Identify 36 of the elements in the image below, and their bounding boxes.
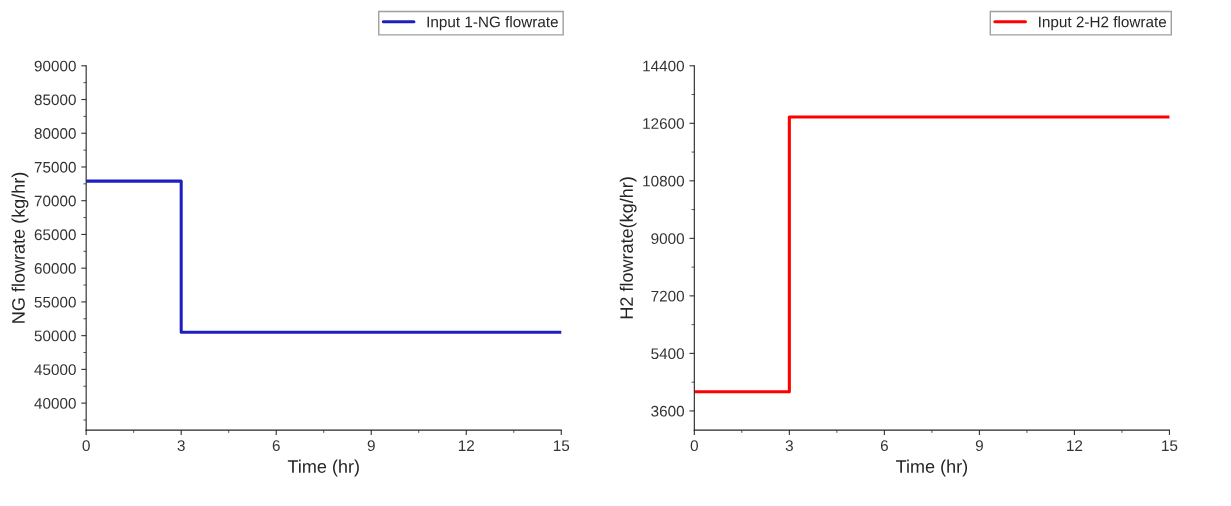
y-tick-label: 70000: [34, 195, 76, 207]
x-tick-label: 12: [1067, 440, 1083, 451]
y-tick-label: 9000: [651, 233, 685, 245]
y-tick-label: 45000: [34, 364, 76, 376]
x-tick-label: 9: [975, 440, 983, 452]
x-axis-title: Time (hr): [896, 459, 968, 477]
y-tick-label: 65000: [34, 229, 76, 241]
y-tick-label: 10800: [643, 175, 685, 187]
y-tick-label: 85000: [34, 94, 76, 106]
x-tick-label: 15: [553, 440, 570, 452]
y-tick-label: 60000: [34, 263, 76, 274]
y-tick-label: 5400: [651, 348, 685, 360]
x-tick-label: 15: [1162, 440, 1178, 452]
y-tick-label: 12600: [643, 118, 685, 129]
y-tick-label: 14400: [643, 60, 685, 72]
x-tick-label: 6: [880, 440, 888, 452]
y-tick-label: 55000: [34, 296, 76, 308]
y-tick-label: 80000: [34, 128, 76, 139]
y-axis-title: H2 flowrate(kg/hr): [619, 177, 637, 319]
x-tick-label: 3: [785, 440, 793, 452]
x-tick-label: 12: [458, 440, 474, 451]
y-tick-label: 40000: [34, 397, 76, 409]
y-tick-label: 50000: [34, 330, 76, 342]
x-tick-label: 0: [82, 440, 90, 452]
x-axis-title: Time (hr): [287, 459, 359, 477]
y-tick-label: 75000: [34, 161, 76, 173]
y-tick-label: 90000: [34, 60, 76, 72]
x-tick-label: 0: [690, 440, 698, 452]
y-axis-title: NG flowrate (kg/hr): [11, 172, 29, 323]
y-tick-label: 3600: [651, 405, 685, 417]
x-tick-label: 9: [367, 440, 375, 452]
x-tick-label: 6: [272, 440, 280, 452]
y-tick-label: 7200: [651, 290, 685, 302]
x-tick-label: 3: [177, 440, 185, 452]
legend-label: Input 2-H2 flowrate: [1039, 16, 1167, 31]
legend-label: Input 1-NG flowrate: [427, 16, 558, 31]
